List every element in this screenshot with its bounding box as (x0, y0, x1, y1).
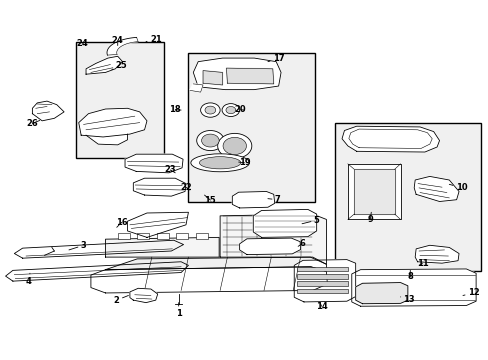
Bar (137, 233, 149, 239)
Polygon shape (189, 84, 203, 92)
Bar (334, 123, 480, 271)
Text: 24: 24 (77, 39, 88, 48)
Text: 4: 4 (26, 273, 32, 285)
Bar (195, 233, 207, 239)
Text: 1: 1 (175, 303, 181, 318)
Text: 8: 8 (407, 270, 412, 281)
Polygon shape (413, 176, 458, 202)
Text: 15: 15 (204, 195, 216, 204)
Polygon shape (14, 240, 183, 258)
Bar (176, 233, 188, 239)
Circle shape (201, 134, 219, 147)
Polygon shape (341, 126, 439, 152)
Bar (297, 289, 347, 293)
Text: 7: 7 (267, 195, 280, 204)
Polygon shape (125, 154, 183, 173)
Text: 16: 16 (116, 218, 127, 227)
Bar (297, 274, 347, 279)
Polygon shape (130, 288, 158, 303)
Polygon shape (105, 237, 219, 257)
Text: 5: 5 (302, 216, 319, 225)
Polygon shape (353, 169, 394, 214)
Ellipse shape (190, 154, 249, 172)
Polygon shape (86, 56, 122, 74)
Polygon shape (105, 257, 326, 271)
Circle shape (200, 103, 220, 117)
Polygon shape (5, 262, 188, 281)
Text: 9: 9 (366, 212, 372, 224)
Polygon shape (193, 58, 281, 90)
Polygon shape (414, 245, 458, 263)
Circle shape (196, 131, 224, 150)
Bar (297, 282, 347, 286)
Polygon shape (133, 178, 185, 196)
Text: 11: 11 (416, 259, 427, 268)
Text: 19: 19 (238, 158, 250, 167)
Polygon shape (232, 192, 274, 208)
Text: 12: 12 (462, 288, 479, 297)
Polygon shape (253, 210, 316, 237)
Text: 22: 22 (180, 183, 191, 192)
Polygon shape (107, 37, 138, 55)
Polygon shape (226, 68, 273, 84)
Text: 17: 17 (267, 54, 284, 63)
Text: 14: 14 (315, 302, 327, 311)
Text: 23: 23 (164, 166, 176, 175)
Polygon shape (347, 164, 400, 220)
Text: 25: 25 (112, 61, 127, 70)
Text: 20: 20 (234, 105, 246, 114)
Ellipse shape (199, 157, 241, 169)
Text: 18: 18 (169, 105, 181, 114)
Polygon shape (203, 71, 222, 85)
Circle shape (217, 134, 251, 158)
Circle shape (225, 107, 235, 114)
Text: 13: 13 (400, 294, 414, 303)
Circle shape (223, 137, 246, 154)
Bar (157, 233, 168, 239)
Polygon shape (86, 134, 127, 145)
Polygon shape (351, 269, 475, 306)
Polygon shape (32, 101, 64, 121)
Polygon shape (355, 283, 407, 304)
Polygon shape (220, 214, 326, 264)
Circle shape (222, 104, 239, 117)
Polygon shape (294, 260, 355, 302)
Text: 6: 6 (298, 239, 305, 248)
Bar (188, 53, 315, 202)
Bar (297, 267, 347, 271)
Polygon shape (91, 267, 327, 293)
Text: 24: 24 (112, 36, 123, 45)
Bar (76, 42, 163, 158)
Text: 2: 2 (114, 296, 128, 305)
Polygon shape (127, 212, 188, 237)
Text: 3: 3 (69, 241, 86, 250)
Polygon shape (239, 238, 300, 255)
Polygon shape (79, 108, 147, 137)
Bar (118, 233, 130, 239)
Circle shape (204, 106, 215, 114)
Text: 26: 26 (26, 119, 40, 128)
Text: 10: 10 (448, 183, 467, 192)
Text: 21: 21 (146, 35, 162, 44)
